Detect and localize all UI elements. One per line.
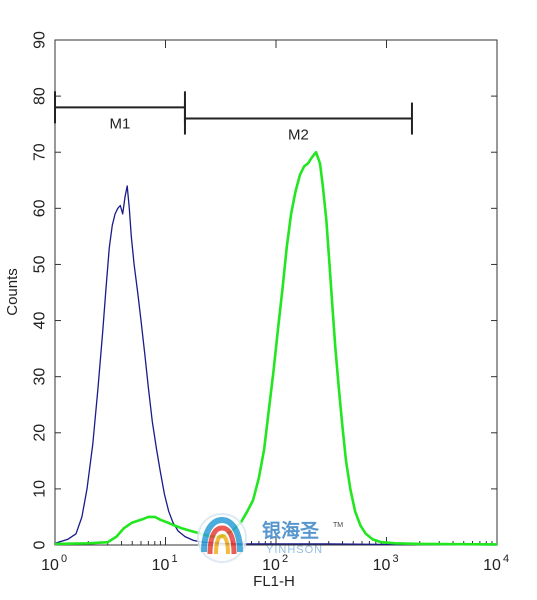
y-tick-label: 60: [32, 199, 49, 217]
x-tick-label: 10: [41, 557, 59, 574]
y-tick-label: 40: [32, 312, 49, 330]
gate-markers: M1 M2: [54, 91, 413, 144]
watermark-cn-text: 银海圣: [262, 519, 320, 542]
x-tick-label: 10: [483, 557, 501, 574]
x-axis-ticks: 10 0 10 1 10 2 10 3 10 4: [41, 40, 509, 574]
y-tick-label: 70: [32, 143, 49, 161]
y-tick-label: 10: [32, 480, 49, 498]
y-tick-label: 0: [32, 540, 49, 549]
x-tick-label: 10: [152, 557, 170, 574]
series-group: [54, 150, 498, 546]
x-tick-exponent: 3: [392, 553, 398, 565]
series-line-1: [54, 185, 498, 546]
y-tick-label: 90: [32, 31, 49, 49]
marker-label: M2: [288, 127, 309, 144]
watermark-tm: TM: [333, 522, 343, 529]
series-line-2: [54, 150, 498, 546]
x-tick-exponent: 0: [61, 553, 67, 565]
y-tick-label: 30: [32, 368, 49, 386]
y-axis-title: Counts: [4, 268, 21, 316]
y-tick-label: 50: [32, 255, 49, 273]
watermark-en-text: YINHSON: [266, 544, 323, 556]
marker-label: M1: [110, 115, 131, 132]
x-tick-exponent: 4: [503, 553, 509, 565]
x-tick-exponent: 2: [282, 553, 288, 565]
y-tick-label: 80: [32, 87, 49, 105]
x-axis-title: FL1-H: [253, 573, 295, 590]
watermark-logo: 银海圣 TM YINHSON: [197, 513, 343, 563]
y-axis-ticks: 0 10 20 30 40 50 60 70 80 90: [32, 31, 497, 549]
x-tick-label: 10: [262, 557, 280, 574]
y-tick-label: 20: [32, 424, 49, 442]
x-tick-exponent: 1: [171, 553, 177, 565]
x-tick-label: 10: [373, 557, 391, 574]
